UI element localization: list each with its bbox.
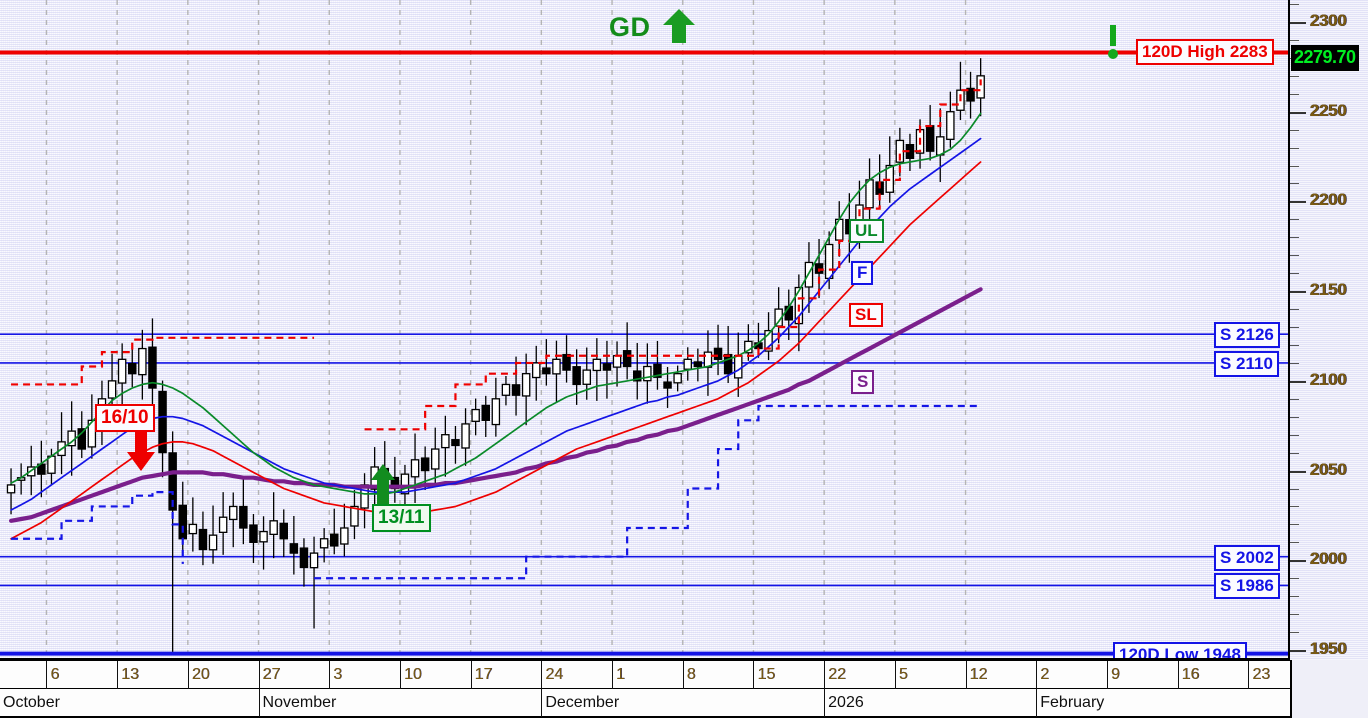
price-tick-label: 2050 [1310, 459, 1347, 479]
legend-tag-ul[interactable]: UL [849, 219, 884, 243]
price-tick [1290, 93, 1299, 95]
price-tick [1290, 129, 1299, 131]
price-tick [1290, 524, 1299, 526]
price-tick [1290, 362, 1299, 364]
date-axis-month: 2026 [824, 689, 1036, 717]
price-tick [1290, 237, 1299, 239]
buy-signal-arrow-icon [371, 464, 395, 504]
price-tick-label: 2100 [1310, 369, 1347, 389]
date-axis-day: 15 [753, 661, 824, 689]
price-tick [1290, 632, 1299, 634]
price-tick [1290, 147, 1299, 149]
price-axis-footer [1290, 660, 1368, 718]
level-tag-s1986[interactable]: S 1986 [1214, 573, 1280, 600]
legend-tag-sl[interactable]: SL [849, 303, 883, 327]
date-axis-day: 5 [894, 661, 966, 689]
up-arrow-icon [663, 9, 695, 43]
date-axis-day: 23 [1248, 661, 1290, 689]
price-tick [1290, 596, 1299, 598]
price-tick [1290, 470, 1306, 473]
price-tick-label: 2150 [1310, 280, 1347, 300]
price-tick [1290, 75, 1299, 77]
price-tick [1290, 201, 1306, 204]
date-axis-day: 10 [399, 661, 471, 689]
price-tick [1290, 650, 1306, 652]
price-tick [1290, 416, 1299, 418]
price-tick [1290, 488, 1299, 490]
price-tick [1290, 452, 1299, 454]
date-axis-day: 22 [824, 661, 895, 689]
date-axis[interactable]: 6 13 20 27 3 10 17 24 1 8 15 22 5 12 2 9 16 23 October Nov… [0, 660, 1290, 718]
level-tag-s2126[interactable]: S 2126 [1214, 322, 1280, 349]
price-tick [1290, 344, 1299, 346]
level-tag-s2110[interactable]: S 2110 [1214, 350, 1279, 377]
date-axis-day: 2 [1036, 661, 1107, 689]
price-tick [1290, 327, 1299, 329]
date-axis-day: 17 [470, 661, 542, 689]
date-axis-day: 12 [965, 661, 1290, 689]
level-tag-120d-high[interactable]: 120D High 2283 [1136, 38, 1274, 65]
price-tick [1290, 398, 1299, 400]
level-tag-120d-low[interactable]: 120D Low 1948 [1113, 641, 1247, 658]
price-tick [1290, 434, 1299, 436]
date-axis-day: 8 [682, 661, 754, 689]
chart-plot-area[interactable]: GD 16/10 13/11 UL F SL S 120D High 2283 … [0, 0, 1290, 660]
date-axis-day: 27 [258, 661, 330, 689]
date-axis-day: 3 [329, 661, 400, 689]
date-axis-day: 6 [46, 661, 117, 689]
price-tick [1290, 578, 1299, 580]
date-axis-day: 24 [541, 661, 612, 689]
price-tick-label: 2000 [1310, 549, 1347, 569]
last-price-badge: 2279.70 [1291, 45, 1359, 72]
date-axis-day: 20 [187, 661, 259, 689]
price-tick [1290, 22, 1306, 24]
date-axis-day: 9 [1106, 661, 1178, 689]
price-tick [1290, 291, 1306, 294]
date-axis-month: February [1036, 689, 1290, 717]
date-axis-months-row: October November December 2026 February [0, 689, 1290, 718]
date-axis-month: December [541, 689, 824, 717]
signal-tag-buy[interactable]: 13/11 [372, 504, 431, 532]
legend-tag-f[interactable]: F [851, 261, 874, 285]
price-tick [1290, 219, 1299, 221]
chart-title: GD [609, 12, 651, 42]
price-tick [1290, 111, 1306, 114]
sell-signal-arrow-icon [127, 431, 155, 471]
signal-tag-sell[interactable]: 16/10 [95, 404, 155, 432]
price-tick [1290, 614, 1299, 616]
price-tick [1290, 506, 1299, 508]
price-tick [1290, 183, 1299, 185]
price-tick [1290, 273, 1299, 275]
price-tick [1290, 255, 1299, 257]
level-tag-s2002[interactable]: S 2002 [1214, 544, 1280, 571]
date-axis-day: 16 [1177, 661, 1249, 689]
date-axis-days-row: 6 13 20 27 3 10 17 24 1 8 15 22 5 12 2 9 16 23 [0, 660, 1290, 689]
price-tick-label: 1950 [1310, 639, 1347, 658]
price-tick [1290, 309, 1299, 311]
price-tick [1290, 560, 1306, 563]
price-tick [1290, 380, 1306, 383]
price-tick [1290, 165, 1299, 167]
price-tick-label: 2300 [1310, 11, 1347, 30]
date-axis-month: November [258, 689, 542, 717]
date-axis-day: 1 [612, 661, 683, 689]
chart-canvas [0, 0, 1288, 658]
legend-tag-s[interactable]: S [851, 370, 875, 394]
price-tick [1290, 542, 1299, 544]
exclamation-icon [1108, 25, 1118, 59]
price-tick [1290, 4, 1299, 6]
price-tick-label: 2200 [1310, 190, 1347, 210]
price-tick [1290, 39, 1299, 41]
price-axis[interactable]: 2300 2250 2200 2150 2100 2050 2000 1950 2279.70 [1290, 0, 1368, 660]
date-axis-day: 13 [117, 661, 188, 689]
price-tick-label: 2250 [1310, 100, 1347, 120]
date-axis-month: October [3, 694, 60, 711]
